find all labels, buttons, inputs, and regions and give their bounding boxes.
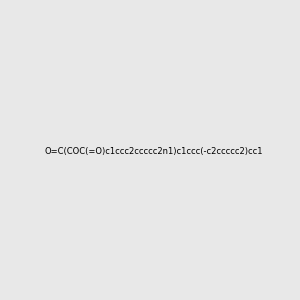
Text: O=C(COC(=O)c1ccc2ccccc2n1)c1ccc(-c2ccccc2)cc1: O=C(COC(=O)c1ccc2ccccc2n1)c1ccc(-c2ccccc…: [44, 147, 263, 156]
